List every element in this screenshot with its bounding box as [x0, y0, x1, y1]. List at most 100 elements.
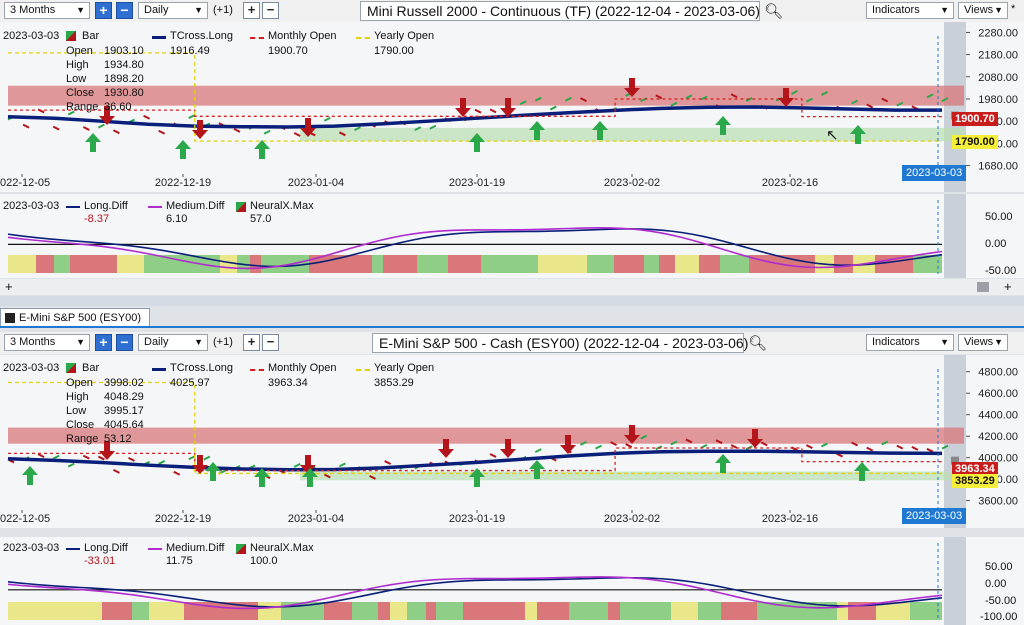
interval-select[interactable]: Daily ▼ [138, 334, 208, 351]
indicators-button[interactable]: Indicators ▼ [866, 2, 954, 19]
neural-signal-cell [144, 255, 180, 273]
price-bar [670, 440, 678, 446]
symbol-title[interactable]: Mini Russell 2000 - Continuous (TF) (202… [360, 1, 760, 21]
x-tick-label: 2023-01-04 [288, 513, 344, 525]
neural-signal-cell [180, 255, 198, 273]
sell-arrow-icon [192, 120, 208, 139]
add-button[interactable]: + [243, 2, 260, 19]
y-tick-label: 4000.00 [978, 453, 1018, 465]
add-pane-icon[interactable]: + [5, 279, 13, 294]
x-tick-label: 2022-12-05 [0, 177, 50, 189]
neural-signal-cell [390, 602, 407, 620]
views-button[interactable]: Views ▼ [958, 2, 1008, 19]
zoom-in-button[interactable]: + [95, 334, 112, 351]
chevron-down-icon: ▼ [994, 337, 1003, 347]
price-bar [911, 446, 919, 451]
sub-axis-tick: 50.00 [985, 561, 1013, 573]
sub-legend-neural-value: 57.0 [250, 213, 272, 225]
neural-signal-cell [499, 602, 525, 620]
legend-yearly-label: Yearly Open [374, 362, 435, 374]
bottom-toolbar: 3 Months ▼ + − Daily ▼ (+1) + − E-Mini S&P… [0, 332, 1024, 354]
range-select[interactable]: 3 Months ▼ [4, 334, 90, 351]
bar-icon [66, 31, 76, 41]
neural-signal-cell [55, 602, 72, 620]
neural-signal-cell [936, 602, 942, 620]
search-icon[interactable]: 🔍︎ [764, 3, 784, 20]
buy-arrow-icon [469, 468, 485, 487]
series-line-tcross-long [7, 449, 943, 472]
x-tick-label: 2023-02-16 [762, 513, 818, 525]
sell-arrow-icon [99, 441, 115, 460]
x-tick-label: 2023-02-02 [604, 177, 660, 189]
zoom-out-button[interactable]: − [116, 334, 133, 351]
russell-price-chart[interactable]: 1680.001780.001880.001980.002080.002180.… [0, 22, 1024, 192]
neural-signal-cell [132, 602, 149, 620]
legend-tcross-value: 1916.49 [170, 45, 210, 57]
price-bar [821, 91, 828, 96]
price-bar [113, 468, 120, 474]
sell-arrow-icon [300, 118, 316, 137]
price-bar [534, 96, 542, 102]
medium-diff-swatch [148, 206, 162, 208]
indicators-button[interactable]: Indicators ▼ [866, 334, 954, 351]
price-bar [489, 453, 497, 458]
russell-indicator-chart[interactable] [0, 194, 1024, 278]
price-bar [851, 99, 859, 105]
neural-signal-cell [378, 602, 390, 620]
legend-monthly-value: 1900.70 [268, 45, 308, 57]
neural-signal-cell [785, 255, 815, 273]
legend-low-label: Low [66, 73, 87, 85]
neural-signal-cell [608, 602, 620, 620]
neural-signal-cell [426, 602, 436, 620]
price-bar [730, 444, 738, 449]
scroll-thumb[interactable] [977, 282, 989, 292]
sp500-price-chart[interactable]: 3600.003800.004000.004200.004400.004600.… [0, 355, 1024, 528]
sell-arrow-icon [500, 439, 516, 458]
views-button[interactable]: Views ▼ [958, 334, 1008, 351]
legend-tcross-label: TCross.Long [170, 362, 233, 374]
price-bar [685, 94, 693, 100]
price-bar [715, 439, 723, 445]
chevron-down-icon: ▼ [194, 5, 203, 15]
neural-signal-cell [324, 602, 352, 620]
legend-close-label: Close [66, 419, 95, 431]
symbol-title[interactable]: E-Mini S&P 500 - Cash (ESY00) (2022-12-0… [372, 333, 748, 353]
neural-swatch [236, 202, 246, 212]
legend-close-label: Close [66, 87, 95, 99]
legend-high-value: 4048.29 [104, 391, 144, 403]
price-bar [610, 441, 618, 447]
price-bar [338, 462, 346, 468]
monthly-price-tag: 3963.34 [952, 462, 998, 476]
remove-button[interactable]: − [262, 2, 279, 19]
neural-signal-cell [834, 255, 853, 273]
chevron-down-icon: ▼ [194, 337, 203, 347]
neural-signal-cell [205, 602, 225, 620]
x-tick-label: 2023-01-19 [449, 513, 505, 525]
remove-button[interactable]: − [262, 334, 279, 351]
tab-underline [0, 326, 1024, 328]
search-icon[interactable]: 🔍︎ [748, 335, 768, 352]
chevron-down-icon: ▼ [994, 5, 1003, 15]
medium-diff-line [7, 227, 943, 270]
monthly-price-tag: 1900.70 [952, 112, 998, 126]
neural-signal-cell [184, 602, 205, 620]
legend-high-label: High [66, 391, 89, 403]
price-bar [881, 440, 889, 446]
range-select[interactable]: 3 Months ▼ [4, 2, 90, 19]
sp500-indicator-chart[interactable] [0, 537, 1024, 625]
interval-select[interactable]: Daily ▼ [138, 2, 208, 19]
price-bar [790, 90, 798, 95]
tab-esy00[interactable]: E-Mini S&P 500 (ESY00) [0, 308, 151, 327]
series-line-tcross-long [7, 105, 942, 129]
x-tick-label: 2023-01-04 [288, 177, 344, 189]
buy-arrow-icon [592, 121, 608, 140]
buy-arrow-icon [529, 460, 545, 479]
price-bar [414, 126, 422, 132]
zoom-out-button[interactable]: − [116, 2, 133, 19]
add-button[interactable]: + [243, 334, 260, 351]
add-pane-icon[interactable]: + [1004, 279, 1012, 294]
price-bar [625, 443, 633, 448]
price-bar [143, 114, 151, 120]
zoom-in-button[interactable]: + [95, 2, 112, 19]
long-diff-swatch [66, 206, 80, 208]
